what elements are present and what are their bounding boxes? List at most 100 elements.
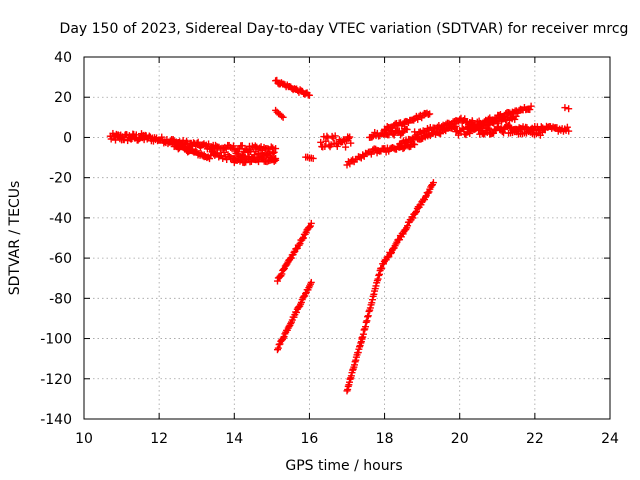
data-point [194,138,202,146]
data-point [279,113,287,121]
data-point [565,127,573,135]
data-point [273,346,281,354]
data-point [563,123,571,131]
x-tick-label: 14 [225,431,243,447]
data-point [309,154,317,162]
data-point [112,136,120,144]
x-tick-label: 22 [526,431,544,447]
data-point [345,134,353,142]
data-point [327,141,335,149]
data-point [300,234,308,242]
data-point [302,290,310,298]
data-point [485,124,493,132]
y-tick-label: 20 [54,90,72,106]
data-point [429,179,437,187]
x-tick-label: 16 [301,431,319,447]
x-tick-label: 10 [75,431,93,447]
data-point [340,136,348,144]
data-point [274,344,282,352]
data-point [424,189,432,197]
data-point [437,130,445,138]
data-point [267,143,275,151]
data-point [404,222,412,230]
data-point [270,148,278,156]
data-point [307,278,315,286]
data-point [511,115,519,123]
data-point [398,129,406,137]
data-point [307,219,315,227]
data-point [412,209,420,217]
data-point [480,130,488,138]
data-point [273,277,281,285]
y-tick-label: -120 [40,372,72,388]
data-points [106,76,573,395]
x-tick-label: 20 [451,431,469,447]
data-point [206,155,214,163]
x-tick-label: 12 [150,431,168,447]
x-tick-label: 18 [376,431,394,447]
plot-frame [83,56,611,420]
data-point [368,133,376,141]
data-point [459,125,467,133]
data-point [127,135,135,143]
x-tick-label: 24 [601,431,619,447]
data-point [230,142,238,150]
data-point [346,133,354,141]
data-point [454,131,462,139]
data-point [527,102,535,110]
data-point [469,118,477,126]
data-point [333,142,341,150]
data-point [272,156,280,164]
data-point [317,138,325,146]
data-point [426,110,434,118]
data-point [538,128,546,136]
y-tick-label: -20 [49,171,72,187]
data-point [295,241,303,249]
data-point [466,129,474,137]
data-point [205,140,213,148]
y-tick-label: -60 [49,251,72,267]
data-point [414,115,422,123]
grid-lines [84,57,610,419]
x-tick-labels: 10 12 14 16 18 20 22 24 [75,431,619,447]
data-point [278,270,286,278]
data-point [565,105,573,113]
data-point [347,139,355,147]
y-axis-label: SDTVAR / TECUs [7,181,23,296]
data-point [306,223,314,231]
data-point [390,131,398,139]
data-point [342,143,350,151]
x-axis-label: GPS time / hours [285,458,402,474]
data-point [421,193,429,201]
y-tick-label: -40 [49,211,72,227]
data-point [494,119,502,127]
chart-title: Day 150 of 2023, Sidereal Day-to-day VTE… [60,21,629,37]
data-point [305,91,313,99]
y-tick-label: -80 [49,291,72,307]
data-point [378,264,386,272]
data-point [279,334,287,342]
data-point [403,125,411,133]
y-tick-label: -100 [40,332,72,348]
data-point [409,214,417,222]
data-point [270,157,278,165]
data-point [411,141,419,149]
data-point [561,104,569,112]
y-tick-label: -140 [40,412,72,428]
data-point [278,112,286,120]
y-tick-labels: -140 -120 -100 -80 -60 -40 -20 0 20 40 [40,50,72,428]
data-point [120,136,128,144]
data-point [367,150,375,158]
data-point [292,308,300,316]
data-point [387,250,395,258]
data-point [272,145,280,153]
data-point [526,106,534,114]
data-point [458,124,466,132]
data-point [132,131,140,139]
data-point [158,133,166,141]
y-tick-label: 40 [54,50,72,66]
y-tick-label: 0 [63,130,72,146]
data-point [331,132,339,140]
axis-ticks [83,56,611,420]
